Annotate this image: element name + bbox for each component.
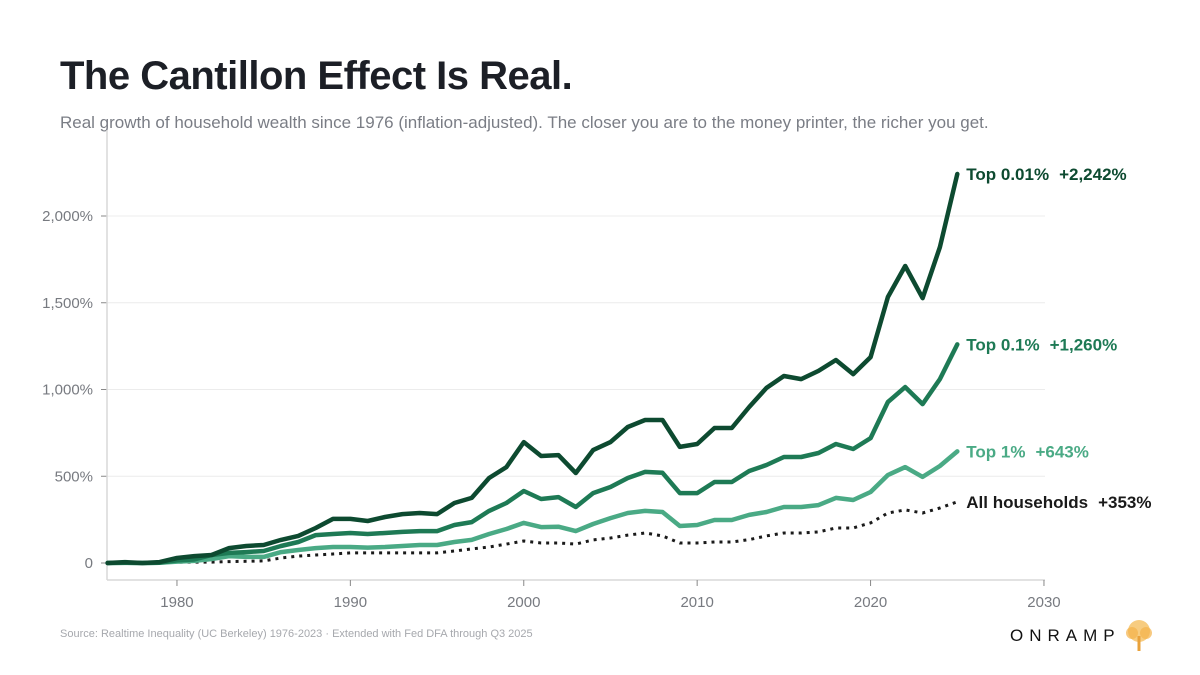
y-tick-label: 2,000% — [42, 208, 93, 225]
chart-subtitle: Real growth of household wealth since 19… — [60, 113, 989, 132]
series-label-2: Top 1% +643% — [966, 442, 1089, 461]
series-line-0 — [105, 171, 960, 566]
y-tick-label: 1,000% — [42, 382, 93, 399]
series-end-value: +353% — [1098, 493, 1151, 512]
series-end-value: +1,260% — [1050, 335, 1118, 354]
series-name: Top 1% — [966, 442, 1025, 461]
x-tick-label: 2000 — [507, 594, 540, 611]
series-name: Top 0.1% — [966, 335, 1039, 354]
series-name: Top 0.01% — [966, 165, 1049, 184]
x-tick-label: 2010 — [680, 594, 713, 611]
x-tick-label: 1980 — [160, 594, 193, 611]
series-name: All households — [966, 493, 1088, 512]
x-tick-label: 1990 — [334, 594, 367, 611]
series-end-value: +643% — [1035, 442, 1088, 461]
series-line-1 — [105, 342, 960, 566]
y-tick-label: 1,500% — [42, 295, 93, 312]
source-note: Source: Realtime Inequality (UC Berkeley… — [60, 628, 533, 640]
tree-icon — [1125, 620, 1152, 651]
chart-title: The Cantillon Effect Is Real. — [60, 54, 573, 98]
series-label-1: Top 0.1% +1,260% — [966, 335, 1117, 354]
x-tick-label: 2030 — [1027, 594, 1060, 611]
y-tick-label: 500% — [55, 468, 93, 485]
y-tick-label: 0 — [85, 555, 93, 572]
series-line-2 — [105, 449, 960, 566]
x-tick-label: 2020 — [854, 594, 887, 611]
series-line-3 — [107, 500, 958, 565]
series-label-0: Top 0.01% +2,242% — [966, 165, 1126, 184]
onramp-logo: ONRAMP — [1010, 618, 1157, 654]
series-end-value: +2,242% — [1059, 165, 1127, 184]
series-label-3: All households +353% — [966, 493, 1151, 512]
brand-name: ONRAMP — [1010, 626, 1121, 645]
